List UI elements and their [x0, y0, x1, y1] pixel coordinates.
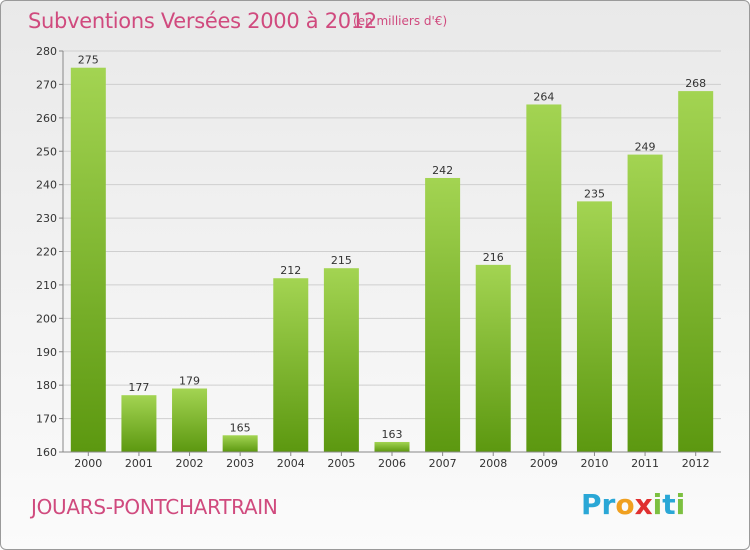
y-tick-label: 170: [36, 413, 57, 426]
logo-letter: r: [601, 488, 616, 521]
x-tick-label: 2012: [682, 457, 710, 470]
commune-name: JOUARS-PONTCHARTRAIN: [31, 495, 278, 519]
bar: [121, 395, 157, 452]
bar: [425, 177, 461, 452]
value-label: 268: [685, 77, 706, 90]
y-tick-label: 210: [36, 279, 57, 292]
logo-letter: t: [662, 488, 676, 521]
bar: [222, 435, 258, 452]
x-tick-label: 2000: [74, 457, 102, 470]
x-tick-label: 2005: [327, 457, 355, 470]
logo-letter: P: [581, 488, 602, 521]
value-label: 215: [331, 254, 352, 267]
axes: 160 170 180 190 200 210 220 230 240 250 260 270 280 2…: [36, 45, 721, 470]
value-label: 275: [78, 54, 99, 67]
y-tick-label: 200: [36, 312, 57, 325]
grid-lines: [63, 50, 721, 453]
x-tick-label: 2001: [125, 457, 153, 470]
y-tick-label: 270: [36, 78, 57, 91]
x-tick-label: 2003: [226, 457, 254, 470]
bar: [273, 278, 309, 452]
y-tick-label: 250: [36, 145, 57, 158]
x-tick-label: 2010: [580, 457, 608, 470]
value-label: 165: [230, 421, 251, 434]
logo-letter: o: [615, 488, 635, 521]
value-label: 177: [128, 381, 149, 394]
y-tick-label: 230: [36, 212, 57, 225]
y-tick-label: 180: [36, 379, 57, 392]
x-tick-label: 2011: [631, 457, 659, 470]
y-tick-label: 220: [36, 246, 57, 259]
x-tick-label: 2008: [479, 457, 507, 470]
value-label: 179: [179, 375, 200, 388]
bar: [576, 201, 612, 452]
bars: 275 177 179 165 212 215 163 242 216 264 235 249 268: [70, 54, 714, 452]
bar: [323, 268, 359, 452]
bar: [70, 67, 106, 452]
value-label: 235: [584, 187, 605, 200]
logo-letter: i: [675, 488, 686, 521]
value-label: 249: [635, 141, 656, 154]
value-label: 212: [280, 264, 301, 277]
bar: [475, 264, 511, 452]
chart-subtitle: (en milliers d'€): [353, 14, 448, 28]
y-tick-label: 190: [36, 346, 57, 359]
bar: [526, 104, 562, 452]
proxiti-logo: Proxiti: [581, 488, 685, 521]
y-tick-label: 240: [36, 179, 57, 192]
x-tick-label: 2004: [277, 457, 305, 470]
logo-letter: x: [634, 488, 653, 521]
x-tick-label: 2009: [530, 457, 558, 470]
bar: [172, 388, 208, 452]
x-tick-label: 2006: [378, 457, 406, 470]
value-label: 242: [432, 164, 453, 177]
y-tick-label: 160: [36, 446, 57, 459]
value-label: 264: [533, 90, 554, 103]
y-tick-label: 260: [36, 112, 57, 125]
logo-letter: i: [652, 488, 663, 521]
y-tick-label: 280: [36, 45, 57, 58]
x-tick-label: 2002: [176, 457, 204, 470]
value-label: 216: [483, 251, 504, 264]
bar: [374, 441, 410, 452]
bar: [627, 154, 663, 452]
x-tick-label: 2007: [429, 457, 457, 470]
value-label: 163: [382, 428, 403, 441]
bar: [678, 91, 714, 452]
chart-title: Subventions Versées 2000 à 2012: [28, 9, 377, 33]
